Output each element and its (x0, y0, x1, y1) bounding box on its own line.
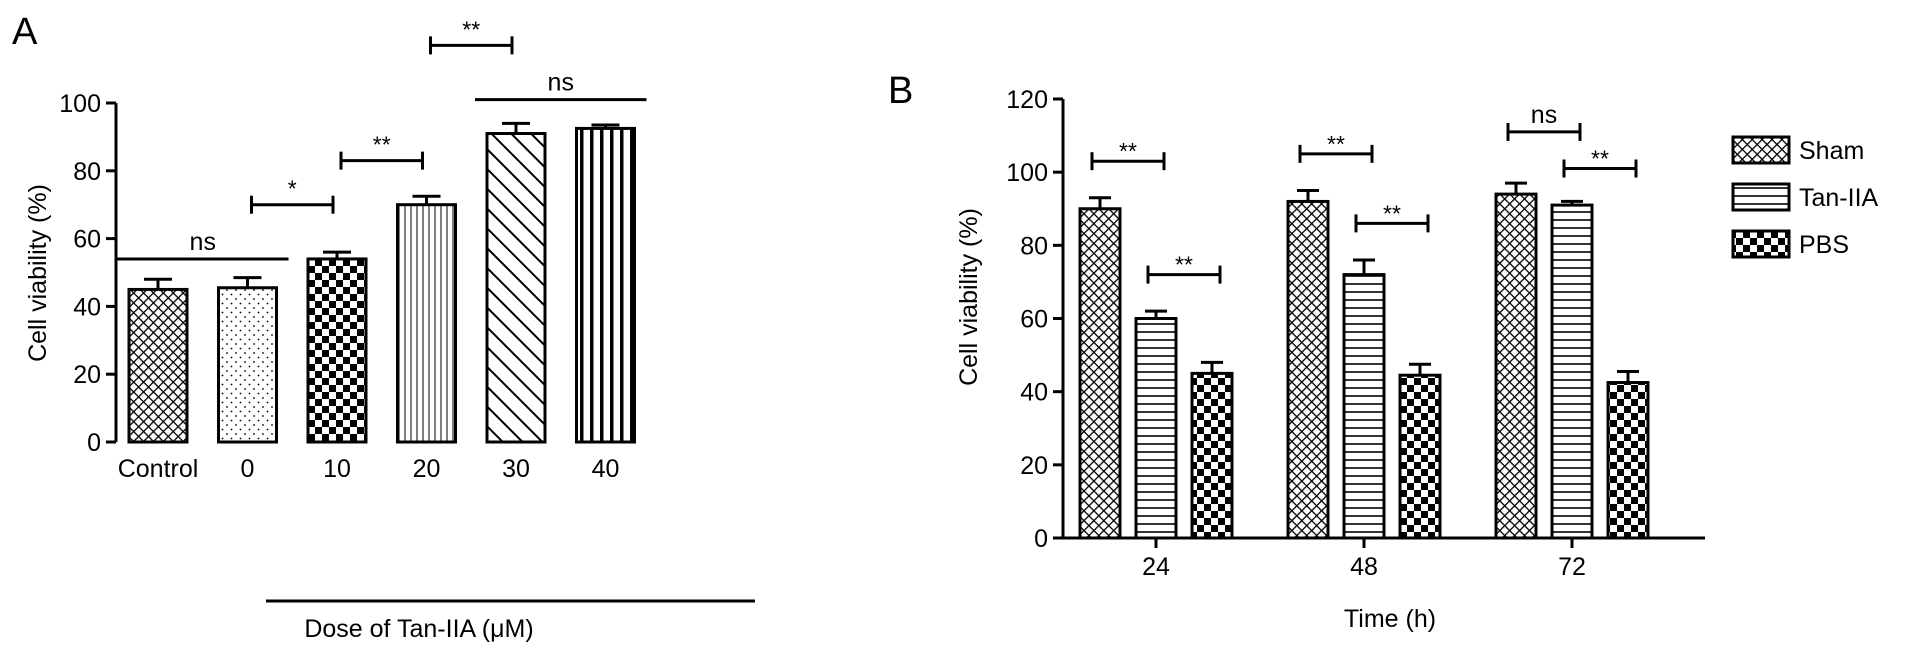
panel-b-bar-sham-72 (1494, 192, 1538, 540)
panel-a-y-tick-label: 20 (73, 361, 101, 389)
panel-b-significance: ** ** ** ** ns ** (1090, 101, 1638, 284)
panel-a-significance-label: ns (190, 228, 216, 256)
legend-swatch-tan-iia (1731, 182, 1791, 212)
panel-b-y-tick-label: 80 (1020, 232, 1048, 260)
legend-label-pbs: PBS (1799, 231, 1849, 259)
panel-b-significance-label: ** (1327, 131, 1345, 157)
panel-b-bar-tan-iia-72 (1550, 203, 1594, 540)
legend-label-sham: Sham (1799, 137, 1864, 165)
panel-b-bar-pbs-24 (1190, 371, 1234, 540)
panel-a-y-tick-label: 100 (59, 90, 101, 118)
panel-b-legend: Sham Tan-IIA PBS (1731, 135, 1879, 259)
panel-a-y-axis: 0 20 40 60 80 100 (59, 90, 118, 457)
panel-a-significance-label: ** (373, 132, 391, 158)
legend-label-tan-iia: Tan-IIA (1799, 184, 1879, 212)
panel-a-y-tick-label: 80 (73, 158, 101, 186)
panel-a-xlabel: Dose of Tan-IIA (μM) (304, 615, 533, 643)
legend-swatch-pbs (1731, 229, 1791, 259)
panel-a-label: A (12, 11, 38, 53)
panel-a-bars (127, 121, 636, 444)
panel-b-y-tick-label: 100 (1006, 159, 1048, 187)
panel-b-bar-pbs-48 (1398, 373, 1442, 540)
panel-b-y-tick-label: 20 (1020, 452, 1048, 480)
panel-b: B Cell viability (%) Time (h) 0 20 40 60 80 1… (888, 70, 1879, 633)
panel-b-bar-sham-24 (1078, 207, 1122, 540)
panel-b-y-tick-label: 40 (1020, 379, 1048, 407)
panel-b-bar-pbs-72 (1606, 381, 1650, 540)
panel-a-significance: ns*****ns (117, 16, 647, 261)
panel-a-bar-30 (485, 132, 547, 444)
panel-b-label: B (888, 70, 913, 112)
panel-a-y-tick-label: 40 (73, 293, 101, 321)
panel-b-x-tick-label: 24 (1142, 553, 1170, 581)
panel-b-significance-label: ** (1383, 200, 1401, 226)
panel-a-x-tick-labels: Control 0 10 20 30 40 (118, 455, 755, 603)
panel-a: A Cell viability (%) Dose of Tan-IIA (μM… (12, 11, 755, 643)
panel-a-bar-20 (396, 203, 457, 444)
panel-b-significance-label: ns (1531, 101, 1557, 129)
panel-a-x-tick-label: Control (118, 455, 199, 483)
panel-b-x-tick-labels: 24 48 72 (1142, 553, 1586, 581)
panel-a-y-tick-label: 60 (73, 226, 101, 254)
panel-b-y-tick-label: 0 (1034, 525, 1048, 553)
panel-a-significance-label: * (288, 176, 297, 202)
panel-a-bar-10 (306, 257, 368, 444)
panel-b-significance-label: ** (1119, 138, 1137, 164)
panel-a-ylabel: Cell viability (%) (24, 184, 52, 362)
panel-a-x-tick-label: 20 (413, 455, 441, 483)
panel-b-ylabel: Cell viability (%) (955, 208, 983, 386)
panel-b-y-tick-label: 60 (1020, 306, 1048, 334)
panel-a-x-tick-label: 0 (241, 455, 255, 483)
legend-swatch-sham (1731, 135, 1791, 165)
panel-b-significance-label: ** (1591, 146, 1609, 172)
panel-b-xlabel: Time (h) (1344, 605, 1436, 633)
panel-a-bar-0 (217, 286, 278, 444)
panel-a-significance-label: ns (548, 69, 574, 97)
panel-a-y-tick-label: 0 (87, 429, 101, 457)
panel-b-bar-tan-iia-24 (1134, 317, 1178, 540)
panel-b-x-tick-label: 72 (1558, 553, 1586, 581)
panel-b-y-tick-label: 120 (1006, 86, 1048, 114)
panel-b-significance-label: ** (1175, 252, 1193, 278)
panel-a-bar-control (127, 287, 189, 444)
panel-a-bar-40 (575, 126, 636, 444)
panel-b-x-tick-label: 48 (1350, 553, 1378, 581)
panel-a-significance-label: ** (462, 16, 480, 42)
panel-a-x-tick-label: 30 (502, 455, 530, 483)
panel-b-bars (1078, 181, 1650, 540)
panel-b-bar-sham-48 (1286, 199, 1330, 540)
panel-b-bar-tan-iia-48 (1342, 273, 1386, 540)
panel-a-x-tick-label: 10 (323, 455, 351, 483)
panel-a-x-tick-label: 40 (592, 455, 620, 483)
